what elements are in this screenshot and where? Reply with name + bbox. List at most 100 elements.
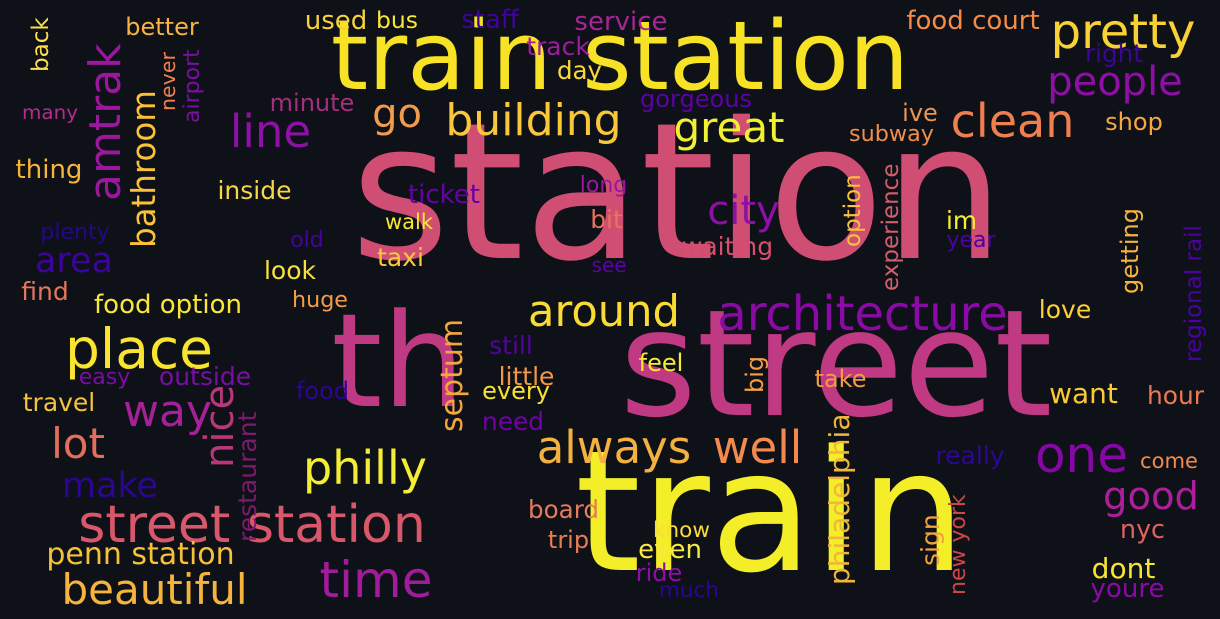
word-station: station	[350, 82, 1005, 303]
word-around: around	[528, 287, 680, 338]
word-day: day	[557, 56, 602, 86]
word-philadelphia: philadelphia	[823, 413, 856, 585]
word-youre: youre	[1090, 574, 1165, 604]
word-airport: airport	[180, 49, 205, 123]
word-back: back	[28, 17, 54, 73]
word-ive: ive	[902, 99, 938, 127]
word-better: better	[125, 13, 199, 41]
word-architecture: architecture	[717, 286, 1008, 342]
word-option: option	[840, 174, 866, 248]
word-bathroom: bathroom	[125, 90, 164, 248]
word-penn-station: penn station	[46, 537, 235, 572]
word-much: much	[659, 578, 719, 604]
word-train-station: train station	[330, 2, 910, 112]
word-long: long	[579, 173, 628, 198]
word-experience: experience	[878, 163, 904, 291]
word-line: line	[229, 105, 312, 158]
word-bus: bus	[376, 6, 418, 35]
word-th: th	[331, 285, 465, 437]
word-nyc: nyc	[1120, 514, 1165, 545]
word-time: time	[319, 551, 433, 609]
word-one: one	[1034, 426, 1129, 484]
word-old: old	[290, 228, 324, 253]
word-always: always	[536, 421, 692, 474]
word-good: good	[1103, 473, 1199, 519]
word-staff: staff	[461, 5, 519, 35]
word-hour: hour	[1147, 381, 1204, 411]
word-city: city	[707, 188, 780, 234]
word-little: little	[498, 362, 555, 391]
word-im: im	[946, 205, 977, 235]
word-easy: easy	[78, 365, 131, 390]
word-gorgeous: gorgeous	[640, 84, 752, 113]
word-train: train	[574, 414, 967, 610]
word-really: really	[935, 441, 1005, 470]
word-never: never	[156, 52, 181, 111]
word-bit: bit	[590, 205, 623, 234]
word-still: still	[489, 331, 533, 360]
word-even: even	[638, 535, 702, 565]
word-ticket: ticket	[407, 180, 481, 210]
word-restaurant: restaurant	[233, 411, 262, 543]
word-want: want	[1049, 377, 1118, 410]
word-subway: subway	[849, 120, 934, 147]
word-thing: thing	[15, 155, 83, 185]
word-lot: lot	[51, 419, 105, 468]
word-go: go	[372, 91, 422, 137]
word-trip: trip	[547, 526, 590, 554]
word-place: place	[65, 317, 213, 381]
word-come: come	[1140, 447, 1198, 473]
word-need: need	[482, 406, 544, 436]
word-year: year	[946, 228, 996, 253]
word-big: big	[741, 355, 769, 393]
word-new-york: new york	[946, 494, 971, 596]
word-sign: sign	[916, 514, 945, 566]
word-love: love	[1038, 295, 1092, 324]
word-philly: philly	[303, 441, 427, 495]
word-food: food	[295, 377, 350, 405]
word-building: building	[445, 95, 622, 146]
word-street-station: street station	[78, 495, 426, 555]
word-ride: ride	[635, 559, 683, 587]
word-clean: clean	[950, 94, 1075, 148]
word-feel: feel	[638, 349, 684, 377]
word-taxi: taxi	[377, 243, 424, 272]
word-waiting: waiting	[681, 232, 774, 261]
word-many: many	[22, 100, 78, 124]
word-shop: shop	[1105, 108, 1163, 136]
word-area: area	[34, 241, 114, 281]
word-take: take	[814, 365, 867, 393]
word-food-court: food court	[906, 6, 1040, 36]
word-food-option: food option	[94, 290, 242, 320]
word-used: used	[304, 6, 368, 36]
word-dont: dont	[1091, 552, 1156, 585]
word-huge: huge	[292, 287, 348, 314]
word-look: look	[263, 256, 316, 285]
word-great: great	[673, 103, 785, 152]
word-track: track	[526, 32, 590, 61]
word-outside: outside	[158, 362, 252, 391]
word-amtrak: amtrak	[80, 43, 131, 201]
word-every: every	[482, 377, 550, 405]
word-way: way	[123, 386, 212, 437]
word-make: make	[62, 465, 158, 506]
word-board: board	[528, 495, 599, 525]
word-see: see	[591, 253, 627, 277]
word-plenty: plenty	[40, 220, 110, 245]
word-well: well	[712, 421, 803, 474]
word-minute: minute	[269, 89, 355, 117]
word-find: find	[21, 277, 69, 306]
word-service: service	[574, 7, 668, 37]
word-pretty: pretty	[1050, 4, 1196, 60]
word-travel: travel	[22, 388, 96, 417]
word-regional-rail: regional rail	[1181, 225, 1207, 363]
word-walk: walk	[385, 210, 433, 234]
word-right: right	[1085, 38, 1143, 68]
word-street: street	[619, 278, 1053, 450]
word-getting: getting	[1116, 208, 1144, 294]
word-inside: inside	[217, 176, 292, 205]
word-beautiful: beautiful	[61, 565, 248, 614]
word-people: people	[1047, 59, 1183, 105]
word-septum: septum	[435, 318, 470, 432]
